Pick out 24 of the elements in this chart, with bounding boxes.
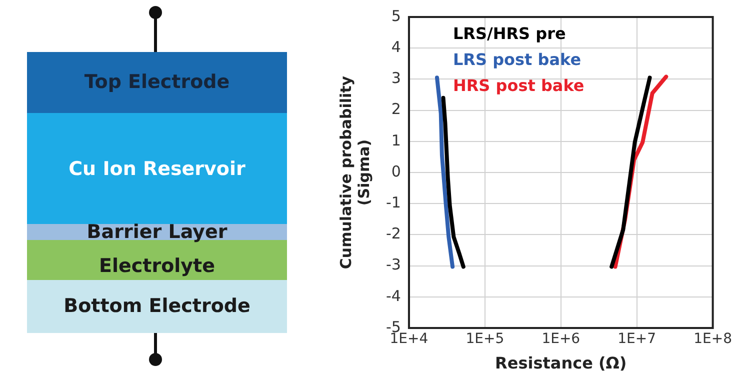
y-tick-label: 3 [391,69,401,88]
y-tick-label: 4 [391,38,401,56]
x-tick-label: 1E+7 [618,331,656,348]
text: Cu Ion Reservoir [68,158,246,180]
y-tick-label: -3 [386,256,401,274]
y-tick-label: 2 [391,100,401,118]
text: Top Electrode [83,71,231,93]
y-tick-label: -4 [386,286,401,305]
y-tick-label: -1 [386,193,401,212]
y-axis-title: Cumulative probability (Sigma) [336,76,373,270]
text: HRS post bake [452,76,584,96]
text: Bottom Electrode [62,295,252,317]
y-tick-label: 5 [391,6,401,25]
y-tick-label: -2 [386,224,401,243]
x-tick-label: 1E+8 [694,331,732,348]
x-tick-label: 1E+6 [542,331,580,348]
text: Electrolyte [98,255,216,277]
y-tick-label: 1 [391,131,401,150]
y-tick-label: 0 [391,162,401,180]
x-axis-title: Resistance (Ω) [495,354,627,373]
series-label: LRS post bake [452,50,582,70]
text: LRS/HRS pre [452,24,566,44]
text: Barrier Layer [27,221,287,243]
x-tick-label: 1E+5 [466,331,504,348]
